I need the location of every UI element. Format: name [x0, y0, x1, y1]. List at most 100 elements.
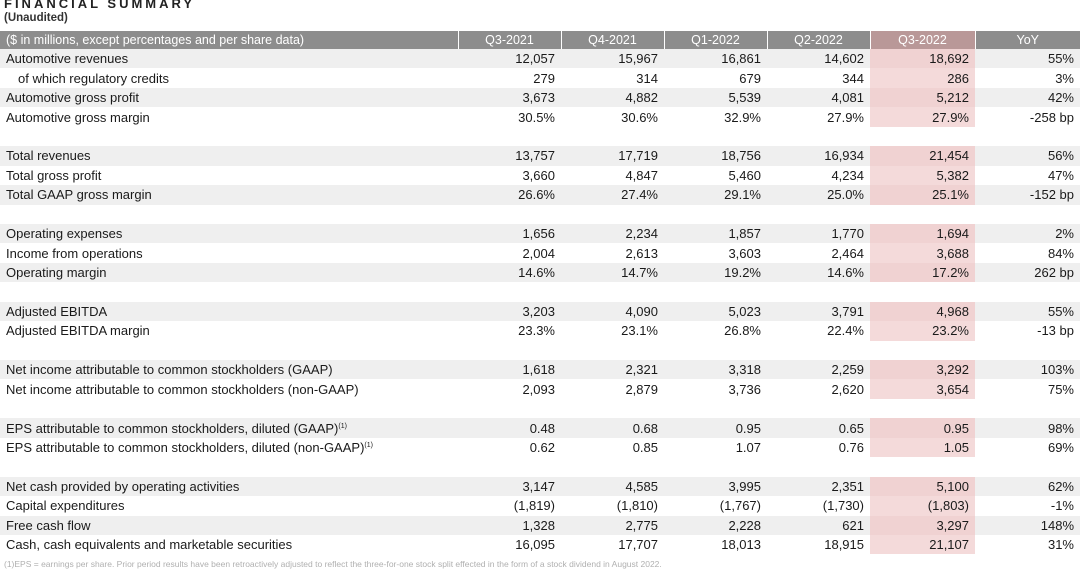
- row-label-text: Automotive gross profit: [6, 90, 139, 106]
- row-label: Automotive gross profit: [0, 87, 458, 108]
- cell-q3-2022: 1,694: [870, 223, 975, 244]
- cell-q3-2022: 3,292: [870, 360, 975, 380]
- cell-q1-2022: 0.95: [664, 418, 767, 438]
- row-label: Operating expenses: [0, 223, 458, 244]
- table-row: Adjusted EBITDA margin 23.3% 23.1% 26.8% 22.…: [0, 321, 1080, 341]
- spacer-cell: [0, 398, 458, 419]
- row-label-text: EPS attributable to common stockholders,…: [6, 439, 365, 455]
- cell-q1-2022: 1.07: [735, 439, 761, 455]
- spacer-cell: [561, 457, 664, 477]
- cell-q1-2022: 5,023: [664, 301, 767, 322]
- row-label: Adjusted EBITDA margin: [0, 321, 458, 340]
- cell-q4-2021: (1,810): [616, 498, 658, 514]
- table-header-row: ($ in millions, except percentages and p…: [0, 31, 1080, 49]
- table-row: Operating expenses 1,656 2,234 1,857 1,770 1,…: [0, 223, 1080, 244]
- spacer-cell: [767, 398, 870, 419]
- cell-q3-2022: 25.1%: [870, 185, 975, 205]
- spacer-cell: [767, 340, 870, 360]
- spacer-cell: [975, 340, 1080, 360]
- cell-q3-2022: 21,454: [870, 146, 975, 166]
- financial-summary-table: ($ in millions, except percentages and p…: [0, 31, 1080, 555]
- cell-yoy: -152 bp: [975, 185, 1080, 205]
- spacer-cell: [458, 282, 561, 302]
- cell-yoy: 55%: [975, 301, 1080, 322]
- table-row: Capital expenditures (1,819) (1,810) (1,767…: [0, 496, 1080, 516]
- table-row: Automotive gross margin 30.5% 30.6% 32.9% 27…: [0, 107, 1080, 127]
- table-row: EPS attributable to common stockholders,…: [0, 437, 1080, 458]
- cell-q2-2022: 27.9%: [827, 109, 864, 125]
- cell-yoy: 47%: [1047, 167, 1074, 183]
- cell-q3-2021: 0.48: [458, 418, 561, 438]
- spacer-cell: [975, 457, 1080, 477]
- spacer-cell: [870, 398, 975, 419]
- cell-q2-2022: 14,602: [767, 49, 870, 69]
- spacer-cell: [870, 457, 975, 477]
- table-row: Free cash flow 1,328 2,775 2,228 621 3,297 148…: [0, 515, 1080, 535]
- cell-yoy: 69%: [1047, 439, 1074, 455]
- row-label: Total GAAP gross margin: [0, 185, 458, 205]
- cell-q3-2022: 1.05: [870, 437, 975, 458]
- row-label: Capital expenditures: [0, 496, 458, 515]
- cell-yoy: 148%: [975, 515, 1080, 535]
- cell-yoy: 75%: [1047, 381, 1074, 397]
- row-label-text: Automotive revenues: [6, 51, 129, 67]
- table-row: Net income attributable to common stockh…: [0, 360, 1080, 380]
- spacer-cell: [664, 398, 767, 419]
- cell-q3-2022: 21,107: [870, 534, 975, 555]
- cell-q3-2022: 286: [870, 68, 975, 88]
- cell-q3-2021: 30.5%: [518, 109, 555, 125]
- cell-q1-2022: 3,736: [728, 381, 761, 397]
- cell-q3-2021: 2,004: [522, 245, 555, 261]
- cell-yoy: -13 bp: [1037, 323, 1074, 339]
- row-label: Income from operations: [0, 243, 458, 262]
- group-spacer-row: [0, 282, 1080, 302]
- spacer-cell: [870, 126, 975, 147]
- cell-q4-2021: 2,879: [625, 381, 658, 397]
- cell-q4-2021: 17,707: [618, 537, 658, 553]
- cell-q2-2022: 0.65: [767, 418, 870, 438]
- cell-q3-2021: 3,203: [458, 301, 561, 322]
- row-label-text: Cash, cash equivalents and marketable se…: [6, 537, 293, 553]
- cell-q2-2022: 2,620: [831, 381, 864, 397]
- spacer-cell: [458, 204, 561, 224]
- cell-q3-2022: (1,803): [870, 496, 975, 516]
- spacer-cell: [664, 126, 767, 147]
- cell-yoy: 62%: [975, 476, 1080, 497]
- spacer-cell: [561, 204, 664, 224]
- spacer-cell: [0, 457, 458, 477]
- spacer-cell: [664, 204, 767, 224]
- column-header-q2-2022: Q2-2022: [766, 31, 870, 49]
- cell-q3-2022: 5,382: [870, 165, 975, 186]
- cell-q2-2022: 4,081: [767, 87, 870, 108]
- spacer-cell: [561, 282, 664, 302]
- cell-q3-2022: 3,297: [870, 515, 975, 535]
- row-label: Operating margin: [0, 262, 458, 283]
- spacer-cell: [0, 340, 458, 360]
- cell-q3-2022: 3,688: [870, 243, 975, 263]
- cell-q4-2021: 2,234: [561, 223, 664, 244]
- row-label-text: Net income attributable to common stockh…: [6, 362, 333, 378]
- spacer-cell: [664, 282, 767, 302]
- row-label-text: Adjusted EBITDA: [6, 303, 108, 319]
- cell-q2-2022: 2,351: [767, 476, 870, 497]
- cell-q3-2021: 3,660: [522, 167, 555, 183]
- cell-q3-2022: 5,100: [870, 476, 975, 497]
- row-label-text: Income from operations: [6, 245, 143, 261]
- row-label-text: EPS attributable to common stockholders,…: [6, 420, 339, 436]
- cell-q2-2022: 14.6%: [767, 262, 870, 283]
- cell-q4-2021: 23.1%: [621, 323, 658, 339]
- spacer-cell: [767, 126, 870, 147]
- table-body: Automotive revenues 12,057 15,967 16,861 14,…: [0, 49, 1080, 555]
- spacer-cell: [767, 282, 870, 302]
- group-spacer-row: [0, 398, 1080, 419]
- table-row: Net income attributable to common stockh…: [0, 379, 1080, 399]
- spacer-cell: [0, 126, 458, 147]
- cell-q4-2021: 15,967: [561, 49, 664, 69]
- cell-q3-2021: 23.3%: [518, 323, 555, 339]
- cell-q4-2021: 2,321: [561, 360, 664, 380]
- cell-yoy: 42%: [975, 87, 1080, 108]
- table-row: Total GAAP gross margin 26.6% 27.4% 29.1% 25…: [0, 185, 1080, 205]
- cell-yoy: -258 bp: [1029, 109, 1074, 125]
- cell-q2-2022: 25.0%: [767, 185, 870, 205]
- cell-q1-2022: 1,857: [664, 223, 767, 244]
